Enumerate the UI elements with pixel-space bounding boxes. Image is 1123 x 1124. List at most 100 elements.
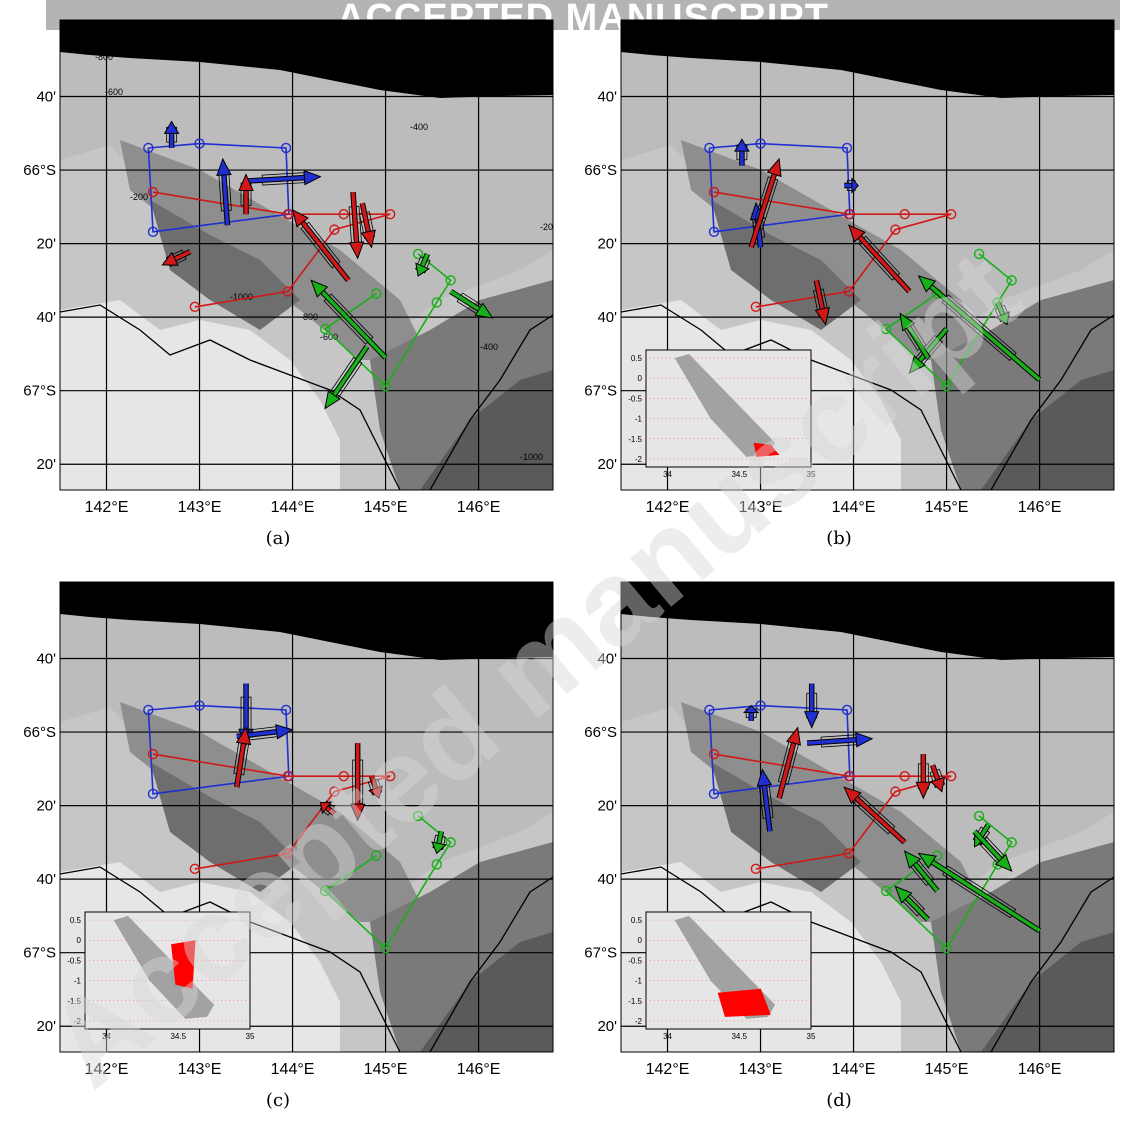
blue-station-marker: [704, 704, 715, 716]
blue-section-track: [708, 142, 851, 233]
red-station-marker: [282, 770, 294, 782]
longitude-tick-label: 144°E: [271, 499, 315, 516]
red-arrow-head: [360, 229, 376, 249]
map-panel-d: 0.5 0 -0.5 -1 -1.5 -2 34 34.5 35 40' 66°S 20' 40' 67°…: [561, 562, 1122, 1124]
offshore-deepest: [420, 932, 553, 1052]
contour-label: -800: [300, 312, 318, 322]
longitude-tick-label: 146°E: [457, 1061, 501, 1078]
red-station-marker: [750, 301, 762, 313]
red-velocity-arrow: [858, 235, 911, 293]
blue-velocity-arrow: [762, 785, 772, 832]
blue-arrow-head: [803, 711, 820, 729]
red-station-marker: [899, 208, 910, 220]
longitude-tick-label: 146°E: [1018, 1061, 1062, 1078]
inset-y-tick-label: -0.5: [628, 956, 642, 965]
blue-arrow-head: [742, 704, 760, 713]
blue-velocity-arrow: [245, 175, 305, 183]
longitude-tick-label: 145°E: [925, 1061, 969, 1078]
green-station-marker: [431, 859, 442, 870]
trough-deepest: [150, 200, 300, 330]
red-station-marker: [147, 748, 159, 760]
green-velocity-arrow: [320, 290, 387, 359]
blue-station-marker: [755, 700, 766, 711]
green-station-marker: [445, 837, 456, 848]
red-velocity-arrow: [351, 191, 359, 243]
inset-y-tick-label: -0.5: [628, 394, 642, 403]
red-station-marker: [890, 786, 901, 797]
green-station-marker: [380, 943, 391, 954]
latitude-tick-label: 66°S: [584, 162, 617, 179]
green-section-track: [884, 815, 1013, 950]
red-arrow-head: [766, 157, 782, 178]
contour-label: -1000: [520, 452, 543, 462]
blue-arrow-head: [851, 177, 859, 194]
longitude-tick-label: 142°E: [646, 499, 690, 516]
green-arrow-head: [917, 852, 937, 869]
ice-tongue-edge: [990, 876, 1114, 1052]
blue-station-marker: [194, 700, 205, 711]
red-arrow-head: [915, 781, 932, 800]
blue-velocity-arrow: [222, 174, 230, 226]
red-station-marker: [338, 770, 349, 782]
inset-x-tick-label: 35: [246, 1032, 255, 1041]
land-antarctica: [60, 582, 553, 660]
red-velocity-arrow: [814, 280, 825, 310]
inset-ts-highlight: [717, 988, 771, 1017]
red-velocity-arrow: [749, 173, 776, 248]
red-velocity-arrow: [777, 742, 796, 799]
map-frame: [620, 19, 1115, 491]
green-station-marker: [445, 275, 456, 286]
map-figure-b: 0.5 0 -0.5 -1 -1.5 -2 34 34.5 35 40' 66°S 20' 40' 67°…: [584, 19, 1115, 516]
latitude-tick-label: 67°S: [23, 383, 56, 400]
green-station-marker: [371, 850, 382, 861]
green-velocity-arrow: [437, 830, 444, 844]
land-antarctica: [60, 20, 553, 98]
blue-station-marker: [841, 704, 853, 716]
trough-deepest: [150, 762, 300, 892]
inset-y-tick-label: -1.5: [628, 997, 642, 1006]
red-station-marker: [189, 863, 201, 875]
red-velocity-arrow: [301, 221, 350, 282]
green-station-marker: [431, 297, 442, 308]
longitude-tick-label: 142°E: [85, 1061, 129, 1078]
red-arrow-head: [786, 726, 802, 746]
green-velocity-arrow: [913, 862, 939, 893]
inset-y-tick-label: -1: [74, 977, 82, 986]
red-station-marker: [329, 786, 340, 797]
red-velocity-arrow: [930, 764, 940, 781]
inset-x-tick-label: 34: [663, 470, 672, 479]
blue-station-marker: [147, 788, 159, 800]
longitude-tick-label: 144°E: [832, 499, 876, 516]
latitude-tick-label: 20': [36, 236, 56, 253]
inset-x-tick-label: 35: [807, 1032, 816, 1041]
trough-deep: [681, 140, 991, 360]
trough-deep: [120, 140, 430, 360]
contour-label: -1000: [230, 292, 253, 302]
map-frame: [59, 581, 554, 1053]
contour-label: -400: [410, 122, 428, 132]
longitude-tick-label: 143°E: [739, 499, 783, 516]
red-station-marker: [946, 208, 957, 220]
inset-ts-highlight: [171, 940, 196, 989]
trough-deep: [120, 702, 430, 922]
inset-ts-cloud: [674, 354, 776, 457]
red-velocity-arrow: [854, 796, 906, 844]
latitude-tick-label: 67°S: [584, 945, 617, 962]
green-section-track: [323, 253, 452, 388]
blue-station-marker: [708, 226, 720, 238]
green-arrow-head: [324, 390, 341, 410]
contour-label: -800: [95, 52, 113, 62]
panel-caption-b: (b): [826, 528, 852, 549]
latitude-tick-label: 40': [597, 871, 617, 888]
inset-y-tick-label: -0.5: [67, 956, 81, 965]
latitude-tick-label: 20': [597, 1018, 617, 1035]
blue-station-marker: [704, 142, 715, 154]
inset-x-tick-label: 34.5: [170, 1032, 186, 1041]
ice-tongue-edge: [429, 314, 553, 490]
inset-y-tick-label: -1: [635, 977, 643, 986]
red-station-marker: [147, 186, 159, 198]
inset-y-tick-label: -2: [635, 1017, 643, 1026]
inset-y-tick-label: -1: [635, 415, 643, 424]
longitude-tick-label: 142°E: [646, 1061, 690, 1078]
red-velocity-arrow: [325, 806, 336, 816]
